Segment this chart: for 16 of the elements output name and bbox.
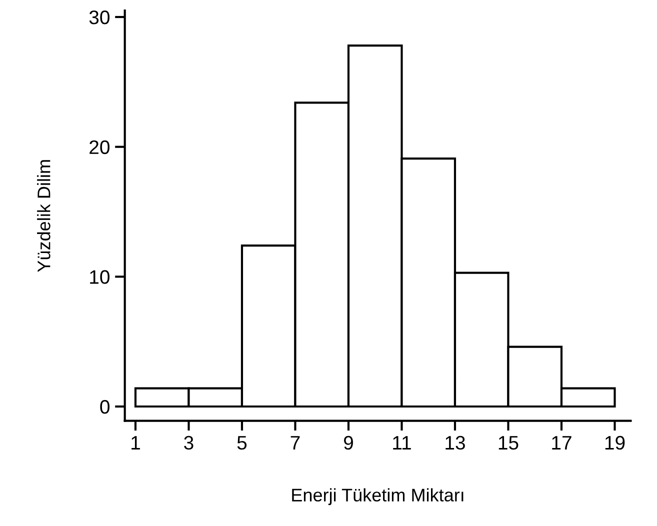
x-tick-label: 17 (552, 436, 572, 450)
x-tick-label: 1 (132, 436, 140, 450)
x-axis-title: Enerji Tüketim Miktarı (292, 488, 464, 506)
y-tick-label: 0 (100, 400, 110, 414)
x-tick-label: 5 (237, 436, 247, 450)
y-tick-label: 20 (90, 140, 110, 154)
x-tick-label: 7 (290, 436, 300, 450)
y-tick-label: 10 (90, 270, 110, 284)
x-tick-label: 3 (184, 436, 194, 450)
x-tick-label: 13 (446, 436, 465, 450)
x-tick-label: 11 (393, 436, 411, 450)
y-axis-title: Yüzdelik Dilim (37, 160, 50, 272)
x-tick-label: 15 (498, 436, 518, 450)
x-tick-label: 9 (344, 436, 353, 450)
x-tick-label: 19 (605, 436, 625, 450)
y-tick-label: 30 (89, 10, 110, 24)
